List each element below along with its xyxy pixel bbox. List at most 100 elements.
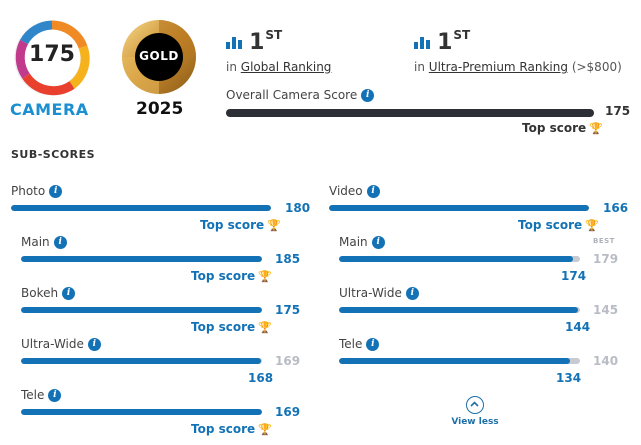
photo-main-top-score: Top score 🏆 <box>191 269 272 283</box>
gold-medal-icon <box>122 20 196 94</box>
global-ranking-link[interactable]: Global Ranking <box>240 60 332 74</box>
subscores-title: SUB-SCORES <box>11 148 96 161</box>
video-ultrawide-best: 145 <box>593 303 619 317</box>
photo-main-bar <box>21 256 262 262</box>
info-icon[interactable]: i <box>366 185 380 198</box>
overall-score-bar-fill <box>226 109 594 117</box>
bar-chart-icon <box>414 37 430 49</box>
photo-bokeh-bar-fill <box>21 307 262 313</box>
global-rank-number: 1 <box>249 30 265 55</box>
photo-tele-top-score: Top score 🏆 <box>191 422 272 436</box>
photo-value: 180 <box>285 201 311 215</box>
segment-rank-suffix: ST <box>453 28 471 42</box>
segment-rank-prefix: in <box>414 60 425 74</box>
photo-tele-label: Tele <box>21 388 45 402</box>
segment-rank-line: in Ultra-Premium Ranking (>$800) <box>414 60 622 74</box>
video-tele-label-row: Tele i <box>339 337 380 351</box>
info-icon[interactable]: i <box>53 236 67 249</box>
segment-price-note: (>$800) <box>571 60 622 74</box>
video-tele-bar-fill <box>339 358 570 364</box>
video-ultrawide-bar <box>339 307 580 313</box>
info-icon[interactable]: i <box>48 389 62 402</box>
global-rank-prefix: in <box>226 60 237 74</box>
photo-bokeh-value: 175 <box>275 303 301 317</box>
camera-label: CAMERA <box>10 100 89 119</box>
info-icon[interactable]: i <box>405 287 419 300</box>
global-rank-line: in Global Ranking <box>226 60 331 74</box>
photo-top-score: Top score 🏆 <box>200 218 281 232</box>
medal-label: GOLD <box>139 49 179 63</box>
photo-tele-label-row: Tele i <box>21 388 62 402</box>
camera-score-value: 175 <box>29 42 75 67</box>
top-score-label: Top score <box>191 320 256 334</box>
video-top-score: Top score 🏆 <box>518 218 599 232</box>
photo-main-value: 185 <box>275 252 301 266</box>
video-label: Video <box>329 184 363 198</box>
top-score-label: Top score <box>200 218 265 232</box>
info-icon[interactable]: i <box>366 338 380 351</box>
segment-rank: 1ST <box>414 28 471 55</box>
overall-top-score: Top score 🏆 <box>522 121 603 135</box>
photo-ultrawide-label-row: Ultra-Wide i <box>21 337 101 351</box>
photo-main-label: Main <box>21 235 50 249</box>
video-main-bar-fill <box>339 256 574 262</box>
video-ultrawide-value: 144 <box>565 320 591 334</box>
info-icon[interactable]: i <box>87 338 101 351</box>
view-less-button[interactable]: View less <box>445 396 505 427</box>
award-year: 2025 <box>136 99 184 119</box>
video-value: 166 <box>603 201 629 215</box>
photo-ultrawide-best: 169 <box>275 354 301 368</box>
overall-score-label: Overall Camera Score <box>226 88 358 102</box>
overall-score-bar <box>226 109 594 117</box>
video-ultrawide-label: Ultra-Wide <box>339 286 402 300</box>
photo-bokeh-bar <box>21 307 262 313</box>
top-score-label: Top score <box>522 121 587 135</box>
ultra-premium-ranking-link[interactable]: Ultra-Premium Ranking <box>428 60 568 74</box>
info-icon[interactable]: i <box>371 236 385 249</box>
photo-bokeh-top-score: Top score 🏆 <box>191 320 272 334</box>
video-tele-value: 134 <box>556 371 582 385</box>
trophy-icon: 🏆 <box>258 270 272 283</box>
photo-tele-value: 169 <box>275 405 301 419</box>
video-main-best: 179 <box>593 252 619 266</box>
trophy-icon: 🏆 <box>589 122 603 135</box>
photo-tele-bar <box>21 409 262 415</box>
video-tele-best: 140 <box>593 354 619 368</box>
best-label: BEST <box>593 237 615 245</box>
photo-label: Photo <box>11 184 46 198</box>
photo-ultrawide-bar <box>21 358 262 364</box>
info-icon[interactable]: i <box>62 287 76 300</box>
score-ring-icon <box>14 20 90 96</box>
chevron-up-icon <box>466 396 484 414</box>
video-main-value: 174 <box>561 269 587 283</box>
info-icon[interactable]: i <box>361 89 375 102</box>
video-main-label-row: Main i <box>339 235 385 249</box>
video-ultrawide-label-row: Ultra-Wide i <box>339 286 419 300</box>
gold-medal-badge: GOLD <box>120 18 198 96</box>
camera-score-badge: 175 <box>10 16 94 100</box>
video-label-row: Video i <box>329 184 380 198</box>
photo-ultrawide-bar-fill <box>21 358 261 364</box>
global-rank: 1ST <box>226 28 282 55</box>
photo-bokeh-label: Bokeh <box>21 286 59 300</box>
bar-chart-icon <box>226 37 242 49</box>
video-main-bar <box>339 256 580 262</box>
photo-main-label-row: Main i <box>21 235 67 249</box>
info-icon[interactable]: i <box>49 185 63 198</box>
video-main-label: Main <box>339 235 368 249</box>
overall-score-value: 175 <box>605 104 631 118</box>
photo-bar-fill <box>11 205 271 211</box>
photo-bar <box>11 205 271 211</box>
video-ultrawide-bar-fill <box>339 307 579 313</box>
video-tele-bar <box>339 358 580 364</box>
view-less-label: View less <box>451 417 499 427</box>
video-tele-label: Tele <box>339 337 363 351</box>
photo-main-bar-fill <box>21 256 262 262</box>
top-score-label: Top score <box>518 218 583 232</box>
trophy-icon: 🏆 <box>267 219 281 232</box>
photo-tele-bar-fill <box>21 409 262 415</box>
trophy-icon: 🏆 <box>258 321 272 334</box>
video-bar <box>329 205 589 211</box>
segment-rank-number: 1 <box>437 30 453 55</box>
top-score-label: Top score <box>191 422 256 436</box>
